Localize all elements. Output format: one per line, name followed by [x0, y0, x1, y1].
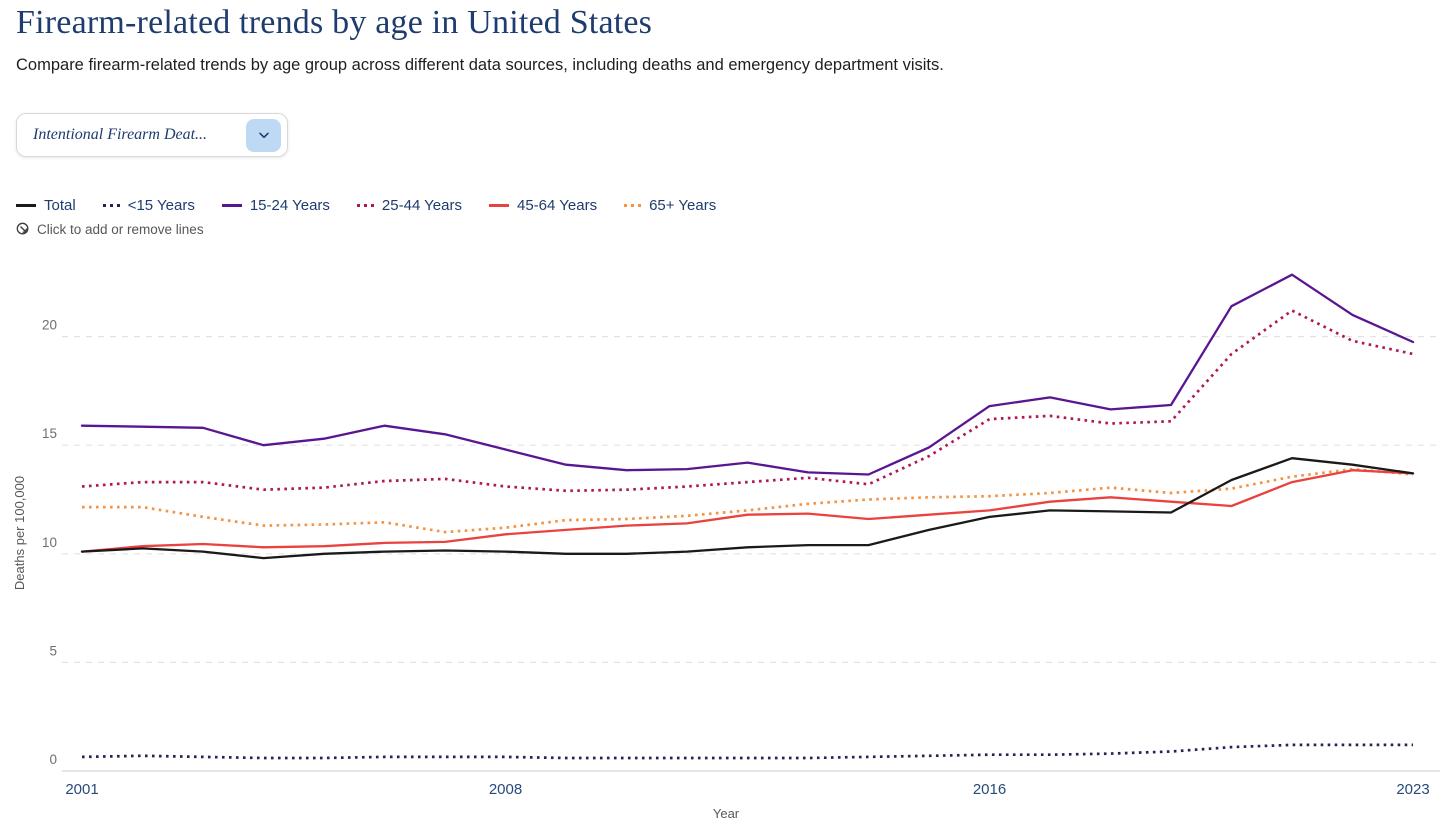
- legend-label: Total: [44, 196, 76, 214]
- x-tick-label-2008: 2008: [489, 781, 522, 798]
- x-tick-label-2023: 2023: [1396, 781, 1429, 798]
- legend-item-25-44-years[interactable]: 25-44 Years: [356, 196, 462, 214]
- legend-label: <15 Years: [127, 196, 195, 214]
- solid-line-swatch-icon: [221, 203, 242, 207]
- x-tick-label-2016: 2016: [973, 781, 1006, 798]
- chevron-down-icon: [256, 127, 272, 143]
- legend-hint-text: Click to add or remove lines: [37, 222, 204, 237]
- x-tick-label-2001: 2001: [65, 781, 98, 798]
- legend-item-15-years[interactable]: <15 Years: [102, 196, 195, 214]
- legend-label: 45-64 Years: [517, 196, 598, 214]
- page-subtitle: Compare firearm-related trends by age gr…: [16, 56, 944, 74]
- legend-label: 65+ Years: [649, 196, 717, 214]
- y-axis-title: Deaths per 100,000: [12, 476, 27, 590]
- dotted-line-swatch-icon: [102, 203, 120, 207]
- x-axis-title: Year: [713, 806, 740, 821]
- y-tick-label-10: 10: [42, 535, 57, 550]
- series-line-total: [80, 457, 1415, 560]
- click-cursor-icon: [16, 222, 31, 237]
- series-line-15-years: [81, 743, 1413, 760]
- dataset-dropdown-value: Intentional Firearm Deat...: [33, 126, 208, 143]
- series-line-65-years: [82, 467, 1414, 534]
- legend-label: 15-24 Years: [249, 196, 330, 214]
- series-line-15-24-years: [80, 273, 1415, 476]
- y-tick-label-0: 0: [49, 752, 57, 767]
- legend-label: 25-44 Years: [381, 196, 462, 214]
- legend-item-15-24-years[interactable]: 15-24 Years: [221, 196, 330, 214]
- dropdown-toggle-button[interactable]: [246, 118, 281, 152]
- legend-hint: Click to add or remove lines: [16, 222, 204, 237]
- page-title: Firearm-related trends by age in United …: [16, 4, 653, 41]
- series-line-45-64-years: [80, 469, 1415, 553]
- solid-line-swatch-icon: [16, 203, 36, 207]
- dataset-dropdown[interactable]: Intentional Firearm Deat...: [16, 113, 288, 157]
- dotted-line-swatch-icon: [356, 203, 374, 207]
- legend-item-45-64-years[interactable]: 45-64 Years: [489, 197, 597, 214]
- legend-item-total[interactable]: Total: [16, 197, 76, 214]
- dotted-line-swatch-icon: [624, 203, 642, 207]
- chart-legend: Total <15 Years 15-24 Years 25-44 Years 45-6…: [16, 195, 716, 215]
- y-tick-label-15: 15: [42, 426, 57, 441]
- y-tick-label-20: 20: [42, 318, 57, 333]
- series-line-25-44-years: [81, 309, 1414, 493]
- legend-item-65-years[interactable]: 65+ Years: [624, 197, 716, 214]
- solid-line-swatch-icon: [489, 203, 509, 207]
- y-tick-label-5: 5: [49, 643, 57, 658]
